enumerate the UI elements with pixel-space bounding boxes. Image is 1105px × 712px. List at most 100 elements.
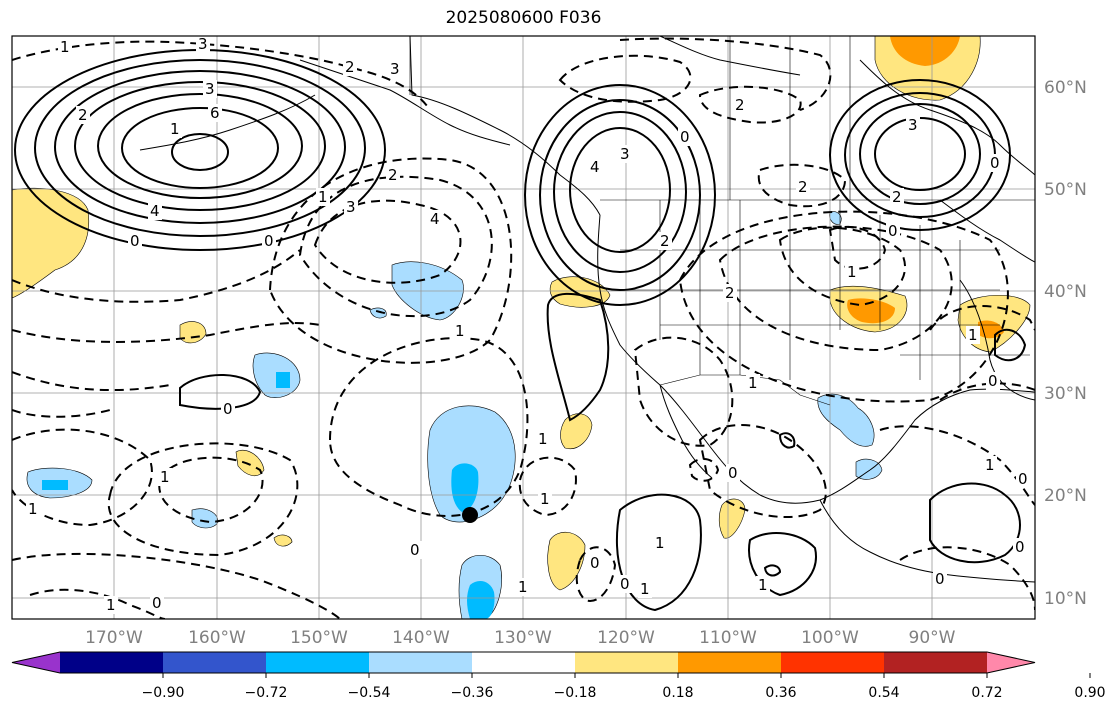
contour-label: 2 bbox=[798, 178, 808, 196]
contour-label: 0 bbox=[990, 154, 1000, 172]
graticule bbox=[12, 36, 1035, 619]
colorbar-extend-low bbox=[12, 652, 60, 673]
colorbar-tick-label: −0.18 bbox=[554, 685, 597, 701]
contour-label: 1 bbox=[847, 263, 857, 281]
contour-label: 0 bbox=[130, 232, 140, 250]
contours-solid bbox=[14, 49, 1027, 612]
contour-label: 3 bbox=[198, 35, 208, 53]
contour-label: 4 bbox=[430, 210, 440, 228]
colorbar-cell bbox=[60, 652, 164, 673]
contour-label: 2 bbox=[660, 232, 670, 250]
map-title: 2025080600 F036 bbox=[445, 8, 602, 28]
contour-label: 0 bbox=[410, 541, 420, 559]
contour-label: 0 bbox=[1015, 538, 1025, 556]
colorbar: −0.90 −0.72 −0.54 −0.36 −0.18 0.18 0.36 0.54 0.7… bbox=[11, 651, 1105, 701]
lon-label: 120°W bbox=[597, 628, 655, 648]
colorbar-cell bbox=[163, 652, 267, 673]
colorbar-cell bbox=[884, 652, 988, 673]
contour-label: 1 bbox=[538, 430, 548, 448]
lon-label: 170°W bbox=[85, 628, 143, 648]
contour-label: 0 bbox=[1018, 470, 1028, 488]
contour-label: 2 bbox=[388, 166, 398, 184]
colorbar-cell bbox=[781, 652, 885, 673]
colorbar-extend-high bbox=[987, 652, 1035, 673]
longitude-labels: 170°W 160°W 150°W 140°W 130°W 120°W 110°… bbox=[85, 628, 956, 648]
lon-label: 110°W bbox=[699, 628, 757, 648]
lon-label: 140°W bbox=[392, 628, 450, 648]
contours-dashed bbox=[12, 37, 1035, 619]
map-frame bbox=[11, 35, 1036, 620]
contour-label: 1 bbox=[160, 468, 170, 486]
contour-label: 1 bbox=[318, 188, 328, 206]
lat-label: 60°N bbox=[1044, 78, 1087, 98]
contour-label: 1 bbox=[60, 38, 70, 56]
contour-label: 0 bbox=[888, 222, 898, 240]
contour-label: 0 bbox=[935, 570, 945, 588]
contour-label: 0 bbox=[590, 554, 600, 572]
colorbar-tick-label: −0.36 bbox=[451, 685, 494, 701]
contour-label: 2 bbox=[892, 188, 902, 206]
lon-label: 130°W bbox=[494, 628, 552, 648]
lon-label: 100°W bbox=[801, 628, 859, 648]
contour-label: 1 bbox=[968, 326, 978, 344]
lat-label: 30°N bbox=[1044, 384, 1087, 404]
colorbar-tick-label: −0.72 bbox=[245, 685, 288, 701]
colorbar-cell bbox=[575, 652, 679, 673]
colorbar-tick-label: 0.72 bbox=[971, 685, 1002, 701]
contour-label: 1 bbox=[106, 596, 116, 614]
lat-label: 10°N bbox=[1044, 589, 1087, 609]
lon-label: 160°W bbox=[188, 628, 246, 648]
contour-label: 1 bbox=[540, 490, 550, 508]
contour-label: 1 bbox=[455, 322, 465, 340]
contour-label: 3 bbox=[908, 116, 918, 134]
contour-label: 0 bbox=[680, 128, 690, 146]
colorbar-tick-label: −0.54 bbox=[348, 685, 391, 701]
contour-label: 1 bbox=[655, 534, 665, 552]
latitude-labels: 60°N 50°N 40°N 30°N 20°N 10°N bbox=[1044, 78, 1087, 609]
contour-label: 0 bbox=[223, 400, 233, 418]
contour-label: 1 bbox=[28, 500, 38, 518]
contour-label: 2 bbox=[78, 106, 88, 124]
contour-label: 4 bbox=[150, 202, 160, 220]
lat-label: 20°N bbox=[1044, 486, 1087, 506]
colorbar-cell bbox=[678, 652, 782, 673]
contour-label: 4 bbox=[590, 158, 600, 176]
lat-label: 50°N bbox=[1044, 180, 1087, 200]
contour-label: 3 bbox=[620, 145, 630, 163]
lon-label: 150°W bbox=[290, 628, 348, 648]
contour-label: 3 bbox=[390, 60, 400, 78]
colorbar-tick-label: 0.36 bbox=[765, 685, 796, 701]
colorbar-cell bbox=[266, 652, 370, 673]
contour-label: 1 bbox=[640, 580, 650, 598]
contour-label: 1 bbox=[518, 578, 528, 596]
storm-center-marker bbox=[462, 507, 478, 523]
contour-label: 0 bbox=[620, 575, 630, 593]
colorbar-tick-label: 0.54 bbox=[868, 685, 899, 701]
colorbar-tick-label: 0.90 bbox=[1074, 685, 1105, 701]
colorbar-tick-label: −0.90 bbox=[142, 685, 185, 701]
colorbar-cell bbox=[472, 652, 576, 673]
lon-label: 90°W bbox=[909, 628, 956, 648]
colorbar-cell bbox=[369, 652, 473, 673]
negative-shading bbox=[26, 211, 883, 619]
contour-labels: 1 3 2 3 6 3 2 4 0 0 1 3 2 4 1 0 1 1 0 1 … bbox=[26, 35, 1030, 614]
contour-label: 1 bbox=[748, 374, 758, 392]
contour-label: 1 bbox=[758, 576, 768, 594]
contour-label: 2 bbox=[735, 96, 745, 114]
contour-label: 1 bbox=[170, 120, 180, 138]
contour-label: 0 bbox=[264, 232, 274, 250]
contour-label: 1 bbox=[985, 456, 995, 474]
lat-label: 40°N bbox=[1044, 282, 1087, 302]
contour-label: 0 bbox=[728, 464, 738, 482]
contour-label: 3 bbox=[346, 198, 356, 216]
coastlines bbox=[139, 36, 1035, 583]
contour-label: 0 bbox=[152, 594, 162, 612]
contour-label: 2 bbox=[345, 58, 355, 76]
colorbar-outline bbox=[11, 651, 1036, 674]
colorbar-tick-label: 0.18 bbox=[662, 685, 693, 701]
contour-label: 3 bbox=[205, 80, 215, 98]
contour-label: 6 bbox=[210, 104, 220, 122]
contour-label: 2 bbox=[725, 284, 735, 302]
contour-label: 0 bbox=[988, 372, 998, 390]
